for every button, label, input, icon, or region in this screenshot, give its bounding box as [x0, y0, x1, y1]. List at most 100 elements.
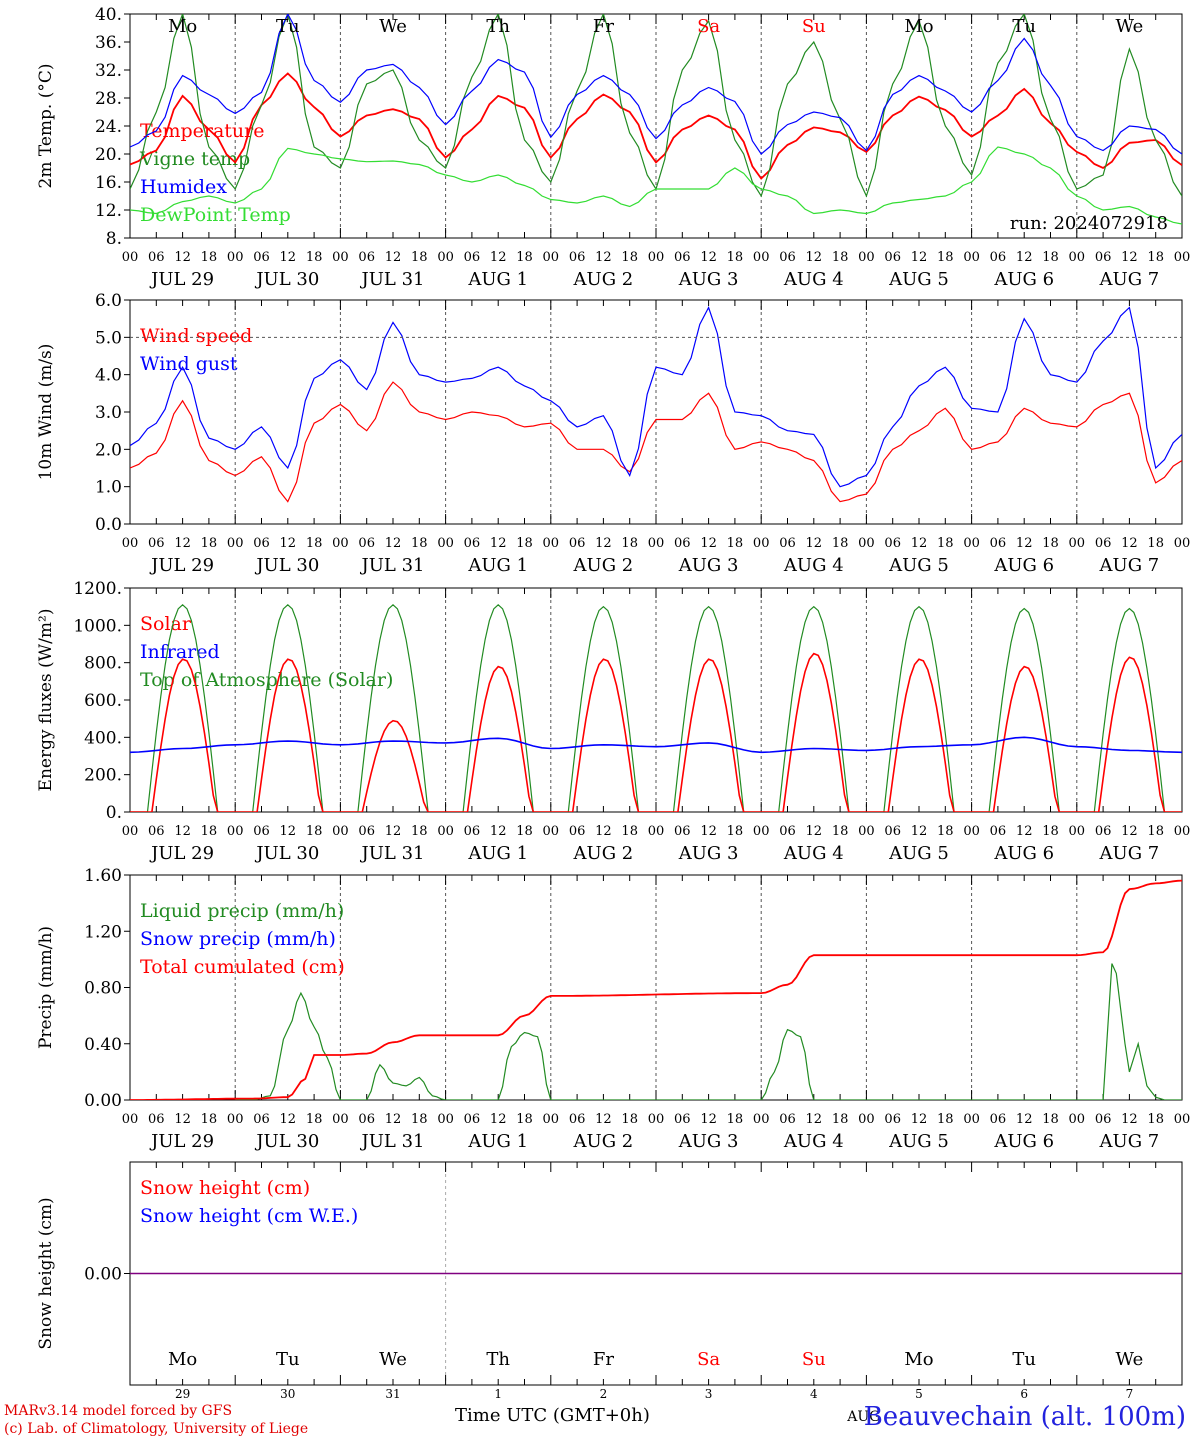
- hour-tick-label: 12: [1121, 1112, 1138, 1127]
- hour-tick-label: 00: [858, 250, 875, 265]
- date-label: AUG 2: [573, 555, 634, 576]
- day-number: 5: [915, 1387, 923, 1401]
- hour-tick-label: 18: [516, 250, 533, 265]
- hour-tick-label: 06: [779, 824, 796, 839]
- hour-tick-label: 18: [937, 1112, 954, 1127]
- date-label: AUG 2: [573, 1131, 634, 1152]
- hour-tick-label: 06: [1095, 1112, 1112, 1127]
- hour-tick-label: 00: [648, 1112, 665, 1127]
- hour-tick-label: 06: [990, 536, 1007, 551]
- date-label: JUL 30: [254, 555, 319, 576]
- hour-tick-label: 12: [806, 824, 823, 839]
- hour-tick-label: 06: [884, 1112, 901, 1127]
- hour-tick-label: 12: [174, 824, 191, 839]
- day-number: 1: [494, 1387, 502, 1401]
- infrared-line: [129, 736, 1183, 754]
- date-label: AUG 5: [888, 843, 949, 864]
- legend-entry: Solar: [140, 613, 192, 635]
- hour-tick-label: 12: [1121, 250, 1138, 265]
- y-tick-label: 200.: [84, 766, 122, 786]
- y-tick-label: 400.: [84, 728, 122, 748]
- hour-tick-label: 18: [832, 1112, 849, 1127]
- hour-tick-label: 18: [937, 824, 954, 839]
- hour-tick-label: 00: [543, 250, 560, 265]
- weekday-label: Su: [802, 16, 826, 37]
- hour-tick-label: 06: [779, 536, 796, 551]
- weekday-label: Mo: [904, 1349, 933, 1370]
- hour-tick-label: 06: [569, 250, 586, 265]
- hour-tick-label: 18: [411, 824, 428, 839]
- hour-tick-label: 06: [990, 1112, 1007, 1127]
- hour-tick-label: 18: [937, 250, 954, 265]
- day-number: 29: [175, 1387, 190, 1401]
- series-line: [235, 963, 1182, 1100]
- date-label: JUL 29: [149, 555, 214, 576]
- weekday-label: Mo: [168, 16, 197, 37]
- y-tick-label: 3.0: [95, 403, 122, 423]
- month-label: AUG: [846, 1409, 880, 1425]
- hour-tick-label: 18: [621, 824, 638, 839]
- series-line: [130, 146, 1182, 225]
- hour-tick-label: 00: [1174, 536, 1191, 551]
- hour-tick-label: 06: [148, 250, 165, 265]
- hour-tick-label: 00: [437, 536, 454, 551]
- hour-tick-label: 18: [306, 250, 323, 265]
- hour-tick-label: 12: [1121, 536, 1138, 551]
- hour-tick-label: 06: [674, 1112, 691, 1127]
- y-tick-label: 16.: [95, 173, 122, 193]
- y-tick-label: 1.0: [95, 478, 122, 498]
- hour-tick-label: 06: [990, 824, 1007, 839]
- hour-tick-label: 18: [516, 536, 533, 551]
- y-tick-label: 1.60: [84, 866, 122, 886]
- hour-tick-label: 00: [437, 250, 454, 265]
- hour-tick-label: 06: [674, 824, 691, 839]
- hour-tick-label: 12: [700, 1112, 717, 1127]
- hour-tick-label: 18: [621, 250, 638, 265]
- station-name: Beauvechain (alt. 100m): [863, 1402, 1186, 1432]
- date-label: AUG 4: [783, 269, 844, 290]
- hour-tick-label: 00: [753, 1112, 770, 1127]
- hour-tick-label: 06: [148, 1112, 165, 1127]
- y-tick-label: 12.: [95, 201, 122, 221]
- y-tick-label: 600.: [84, 691, 122, 711]
- legend-entry: Vigne temp: [139, 148, 250, 170]
- time-axis-label: Time UTC (GMT+0h): [455, 1405, 650, 1426]
- hour-tick-label: 12: [806, 536, 823, 551]
- hour-tick-label: 18: [1147, 1112, 1164, 1127]
- hour-tick-label: 06: [1095, 250, 1112, 265]
- date-label: AUG 4: [783, 1131, 844, 1152]
- date-label: AUG 7: [1099, 1131, 1160, 1152]
- hour-tick-label: 12: [490, 536, 507, 551]
- hour-tick-label: 12: [806, 1112, 823, 1127]
- hour-tick-label: 00: [122, 536, 139, 551]
- hour-tick-label: 00: [648, 536, 665, 551]
- weekday-label: We: [1116, 1349, 1144, 1370]
- lab-credit: (c) Lab. of Climatology, University of L…: [4, 1421, 309, 1437]
- hour-tick-label: 18: [201, 250, 218, 265]
- weekday-label: We: [1116, 16, 1144, 37]
- legend-entry: Snow height (cm W.E.): [140, 1205, 358, 1227]
- hour-tick-label: 12: [1016, 824, 1033, 839]
- y-tick-label: 0.00: [84, 1091, 122, 1111]
- weekday-label: Sa: [697, 1349, 720, 1370]
- date-label: AUG 1: [467, 843, 528, 864]
- date-label: JUL 29: [149, 843, 214, 864]
- date-label: AUG 6: [993, 269, 1054, 290]
- hour-tick-label: 00: [543, 824, 560, 839]
- hour-tick-label: 12: [385, 250, 402, 265]
- date-label: AUG 5: [888, 555, 949, 576]
- y-axis-title: 2m Temp. (°C): [36, 63, 56, 188]
- toa-solar-line: [130, 603, 1182, 812]
- day-number: 6: [1020, 1387, 1028, 1401]
- day-number: 7: [1126, 1387, 1134, 1401]
- hour-tick-label: 00: [332, 250, 349, 265]
- hour-tick-label: 18: [201, 536, 218, 551]
- y-tick-label: 1.20: [84, 922, 122, 942]
- date-label: AUG 3: [678, 269, 739, 290]
- hour-tick-label: 00: [227, 536, 244, 551]
- hour-tick-label: 00: [963, 824, 980, 839]
- hour-tick-label: 06: [779, 1112, 796, 1127]
- hour-tick-label: 12: [280, 824, 297, 839]
- y-tick-label: 0.40: [84, 1035, 122, 1055]
- hour-tick-label: 12: [385, 536, 402, 551]
